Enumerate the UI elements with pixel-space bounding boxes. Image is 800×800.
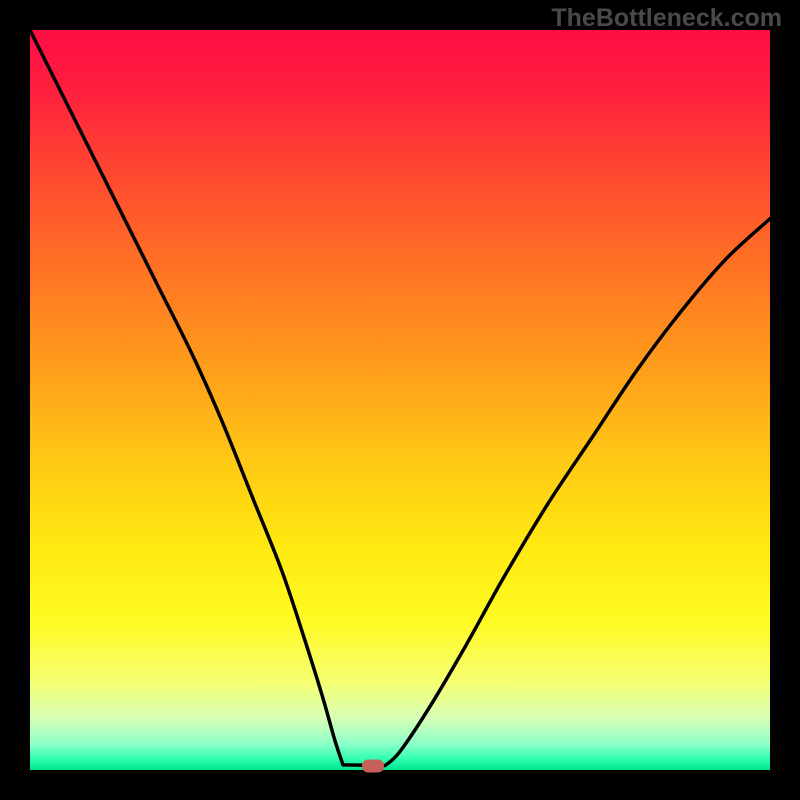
minimum-marker <box>362 759 384 772</box>
v-curve <box>30 30 770 770</box>
watermark-text: TheBottleneck.com <box>551 4 782 33</box>
plot-area <box>30 30 770 770</box>
chart-root: TheBottleneck.com <box>0 0 800 800</box>
